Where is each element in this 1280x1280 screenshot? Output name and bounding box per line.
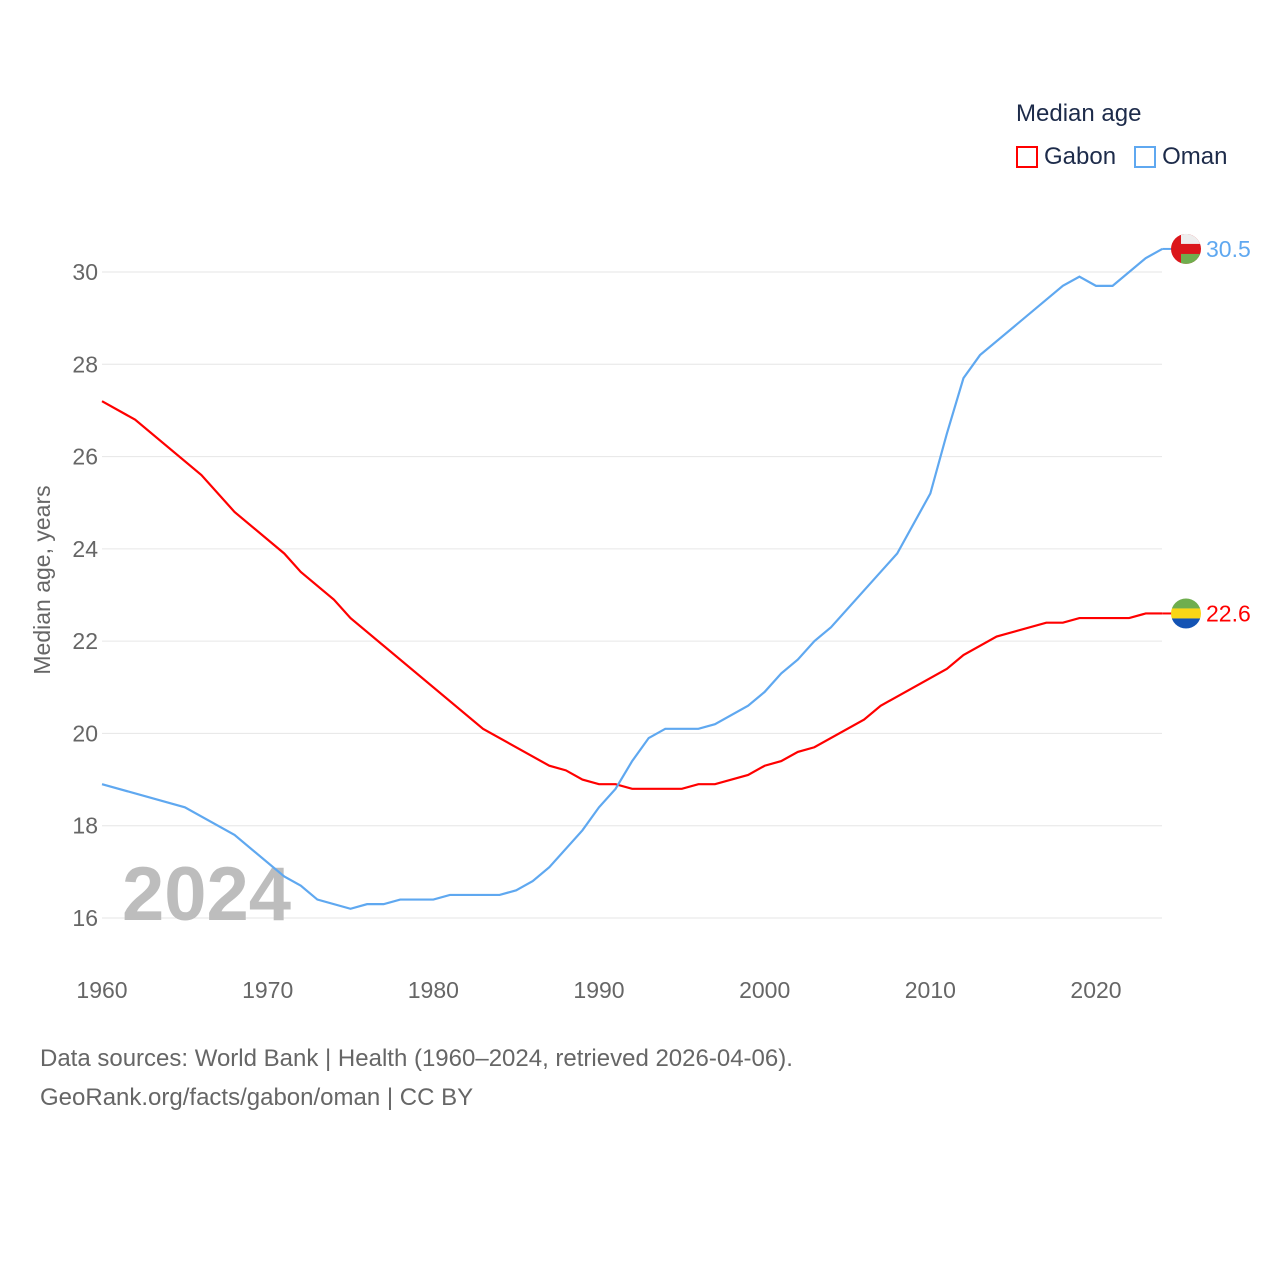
- x-tick-label: 1960: [76, 977, 127, 1003]
- y-tick-label: 30: [72, 259, 98, 285]
- y-tick-label: 18: [72, 813, 98, 839]
- end-value-label: 30.5: [1206, 236, 1251, 262]
- x-tick-label: 1970: [242, 977, 293, 1003]
- x-tick-label: 1990: [573, 977, 624, 1003]
- flag-stripe: [1181, 233, 1201, 244]
- y-tick-label: 26: [72, 444, 98, 470]
- gabon-swatch: [1016, 146, 1038, 168]
- legend-label: Gabon: [1044, 143, 1117, 170]
- source-link[interactable]: GeoRank.org/facts/gabon/oman | CC BY: [40, 1084, 474, 1111]
- x-tick-label: 2020: [1070, 977, 1121, 1003]
- legend: Gabon Oman: [1016, 143, 1227, 171]
- y-tick-label: 24: [72, 536, 98, 562]
- x-tick-label: 1980: [408, 977, 459, 1003]
- series-line-gabon: [101, 400, 1163, 790]
- series-line-oman: [101, 247, 1163, 910]
- year-label: 2024: [122, 852, 291, 937]
- y-tick-label: 16: [72, 905, 98, 931]
- legend-item-gabon[interactable]: Gabon: [1016, 143, 1116, 171]
- x-tick-label: 2010: [905, 977, 956, 1003]
- flag-stripe: [1171, 598, 1201, 609]
- y-tick-label: 20: [72, 720, 98, 746]
- y-tick-label: 22: [72, 628, 98, 654]
- source-text: Data sources: World Bank | Health (1960–…: [40, 1045, 793, 1072]
- legend-item-oman[interactable]: Oman: [1134, 143, 1227, 171]
- legend-label: Oman: [1162, 143, 1228, 170]
- y-axis-label: Median age, years: [29, 485, 55, 674]
- y-tick-label: 28: [72, 351, 98, 377]
- flag-stripe: [1171, 618, 1201, 629]
- legend-title: Median age: [1016, 100, 1142, 127]
- flag-stripe: [1181, 253, 1201, 264]
- x-tick-label: 2000: [739, 977, 790, 1003]
- oman-swatch: [1134, 146, 1157, 168]
- flag-stripe: [1171, 608, 1201, 619]
- end-value-label: 22.6: [1206, 600, 1251, 626]
